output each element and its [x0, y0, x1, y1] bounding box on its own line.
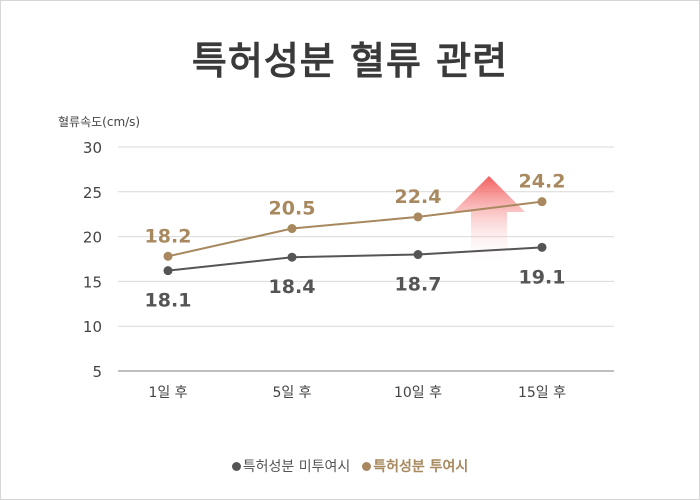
data-point	[413, 212, 423, 222]
y-tick-label: 15	[83, 273, 102, 291]
legend-label: 특허성분 투여시	[373, 459, 469, 475]
y-tick-label: 20	[83, 229, 102, 247]
data-point	[163, 266, 173, 276]
x-tick-label: 15일 후	[518, 385, 566, 401]
y-tick-label: 25	[83, 184, 102, 202]
data-label: 18.4	[269, 276, 316, 298]
data-point	[537, 197, 547, 207]
y-tick-label: 30	[83, 139, 102, 157]
series-line-0	[167, 246, 543, 272]
data-label: 18.7	[395, 274, 442, 296]
y-tick-label: 5	[92, 363, 102, 381]
data-label: 20.5	[269, 198, 316, 220]
chart-title: 특허성분 혈류 관련	[191, 39, 509, 83]
data-point	[163, 251, 173, 261]
y-axis-label: 혈류속도(cm/s)	[58, 115, 141, 129]
upward-arrow-icon	[453, 176, 525, 265]
chart-legend: 특허성분 미투여시 특허성분 투여시	[0, 456, 700, 476]
x-tick-label: 1일 후	[148, 385, 187, 401]
legend-item: 특허성분 미투여시	[231, 456, 351, 476]
data-point	[287, 252, 297, 262]
data-point	[287, 224, 297, 234]
data-point	[413, 250, 423, 260]
series-line-1	[167, 200, 543, 258]
x-tick-label: 10일 후	[394, 385, 442, 401]
data-point	[537, 242, 547, 252]
legend-label: 특허성분 미투여시	[242, 459, 351, 475]
legend-dot-icon	[231, 461, 241, 471]
data-label: 18.1	[145, 290, 192, 312]
data-label: 22.4	[395, 186, 442, 208]
data-label: 24.2	[519, 171, 566, 193]
legend-item: 특허성분 투여시	[362, 456, 468, 476]
x-tick-label: 5일 후	[272, 385, 311, 401]
y-tick-label: 10	[83, 318, 102, 336]
data-label: 19.1	[519, 266, 566, 288]
legend-dot-icon	[362, 461, 372, 471]
data-label: 18.2	[145, 225, 192, 247]
